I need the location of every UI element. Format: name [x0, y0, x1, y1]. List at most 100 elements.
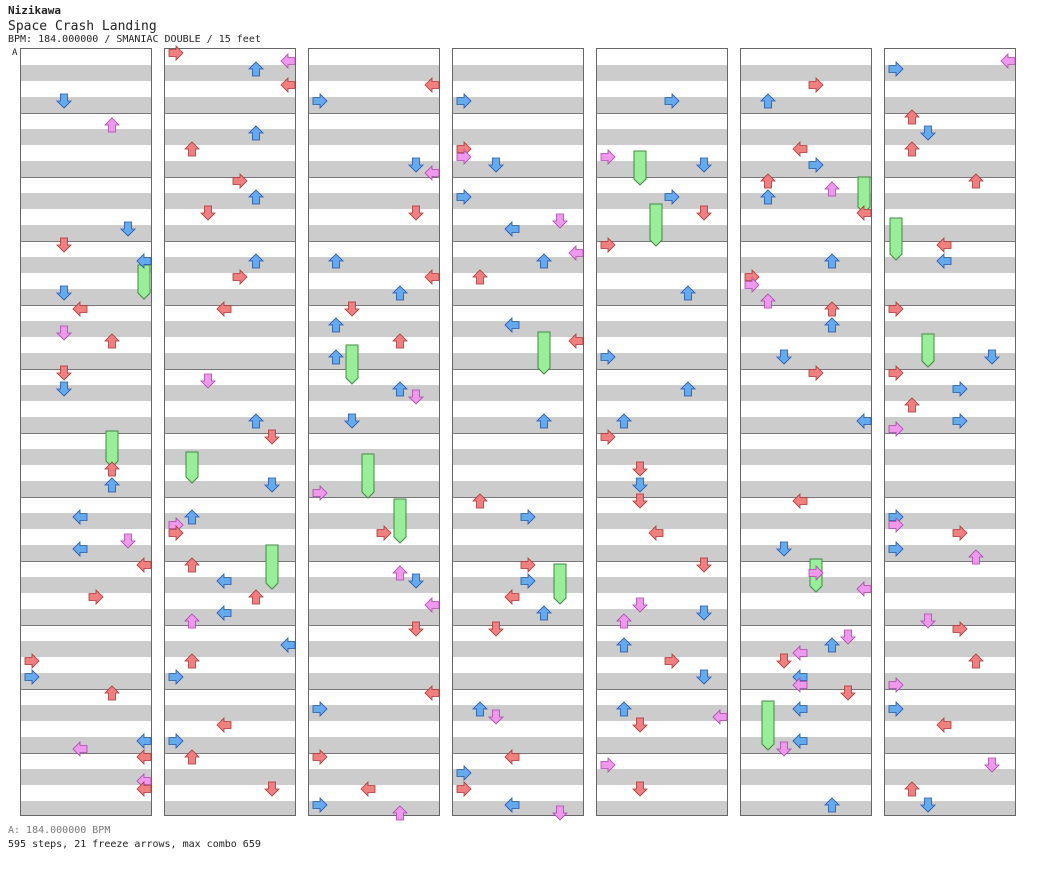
- measure-divider: [597, 561, 727, 562]
- measure-divider: [309, 561, 439, 562]
- arrow-icon: [984, 349, 1000, 365]
- measure-divider: [741, 689, 871, 690]
- arrow-icon: [344, 301, 360, 317]
- arrow-icon: [824, 181, 840, 197]
- arrow-icon: [120, 221, 136, 237]
- arrow-icon: [232, 269, 248, 285]
- measure-divider: [165, 497, 295, 498]
- measure-divider: [165, 177, 295, 178]
- measure-divider: [597, 625, 727, 626]
- arrow-icon: [888, 701, 904, 717]
- arrow-icon: [632, 461, 648, 477]
- measure-divider: [885, 625, 1015, 626]
- measure-divider: [453, 433, 583, 434]
- arrow-icon: [248, 413, 264, 429]
- arrow-icon: [248, 189, 264, 205]
- arrow-icon: [632, 597, 648, 613]
- arrow-icon: [72, 509, 88, 525]
- measure-divider: [309, 305, 439, 306]
- measure-divider: [21, 177, 151, 178]
- measure-divider: [597, 241, 727, 242]
- arrow-icon: [1000, 53, 1016, 69]
- measure-divider: [309, 241, 439, 242]
- arrow-icon: [120, 533, 136, 549]
- arrow-icon: [920, 797, 936, 813]
- arrow-icon: [72, 301, 88, 317]
- arrow-icon: [776, 653, 792, 669]
- freeze-arrow-icon: [137, 264, 151, 300]
- arrow-icon: [344, 413, 360, 429]
- chart-column: [884, 48, 1016, 816]
- arrow-icon: [792, 141, 808, 157]
- arrow-icon: [520, 509, 536, 525]
- arrow-icon: [328, 349, 344, 365]
- measure-divider: [885, 433, 1015, 434]
- arrow-icon: [104, 333, 120, 349]
- bpm-summary: A: 184.000000 BPM: [8, 825, 111, 836]
- arrow-icon: [904, 109, 920, 125]
- measure-divider: [453, 305, 583, 306]
- arrow-icon: [56, 237, 72, 253]
- arrow-icon: [776, 541, 792, 557]
- measure-divider: [453, 369, 583, 370]
- arrow-icon: [408, 573, 424, 589]
- step-notes: [456, 93, 584, 821]
- arrow-icon: [456, 765, 472, 781]
- arrow-icon: [424, 165, 440, 181]
- arrow-icon: [760, 173, 776, 189]
- measure-divider: [309, 625, 439, 626]
- arrow-icon: [280, 77, 296, 93]
- chart-column: [164, 45, 296, 816]
- arrow-icon: [968, 549, 984, 565]
- arrow-icon: [24, 669, 40, 685]
- measure-divider: [597, 689, 727, 690]
- arrow-icon: [600, 349, 616, 365]
- arrow-icon: [424, 685, 440, 701]
- freeze-arrow-icon: [393, 498, 407, 544]
- arrow-icon: [952, 381, 968, 397]
- arrow-icon: [136, 749, 152, 765]
- arrow-icon: [856, 205, 872, 221]
- measure-divider: [885, 753, 1015, 754]
- measure-divider: [885, 561, 1015, 562]
- step-notes: [168, 45, 296, 797]
- step-notes: [888, 53, 1016, 813]
- measure-divider: [21, 497, 151, 498]
- measure-divider: [597, 369, 727, 370]
- arrow-icon: [264, 477, 280, 493]
- arrow-icon: [328, 317, 344, 333]
- arrow-icon: [456, 781, 472, 797]
- arrow-icon: [808, 365, 824, 381]
- arrow-icon: [312, 749, 328, 765]
- arrow-icon: [200, 205, 216, 221]
- arrow-icon: [984, 757, 1000, 773]
- chart-column: [596, 48, 728, 816]
- freeze-arrow-icon: [537, 331, 551, 375]
- arrow-icon: [760, 189, 776, 205]
- arrow-icon: [824, 301, 840, 317]
- step-notes: [744, 77, 872, 813]
- arrow-icon: [312, 701, 328, 717]
- arrow-icon: [280, 637, 296, 653]
- arrow-icon: [200, 373, 216, 389]
- arrow-icon: [456, 149, 472, 165]
- arrow-icon: [520, 557, 536, 573]
- arrow-icon: [488, 621, 504, 637]
- freeze-arrow-icon: [361, 453, 375, 499]
- arrow-icon: [264, 429, 280, 445]
- chart-column: [452, 48, 584, 821]
- step-notes: [24, 93, 152, 797]
- step-stats: 595 steps, 21 freeze arrows, max combo 6…: [8, 839, 261, 850]
- arrow-icon: [904, 141, 920, 157]
- arrow-icon: [360, 781, 376, 797]
- arrow-icon: [488, 157, 504, 173]
- arrow-icon: [24, 653, 40, 669]
- arrow-icon: [792, 701, 808, 717]
- arrow-icon: [56, 365, 72, 381]
- arrow-icon: [248, 589, 264, 605]
- arrow-icon: [632, 781, 648, 797]
- arrow-icon: [280, 53, 296, 69]
- measure-divider: [165, 625, 295, 626]
- arrow-icon: [952, 413, 968, 429]
- arrow-icon: [552, 213, 568, 229]
